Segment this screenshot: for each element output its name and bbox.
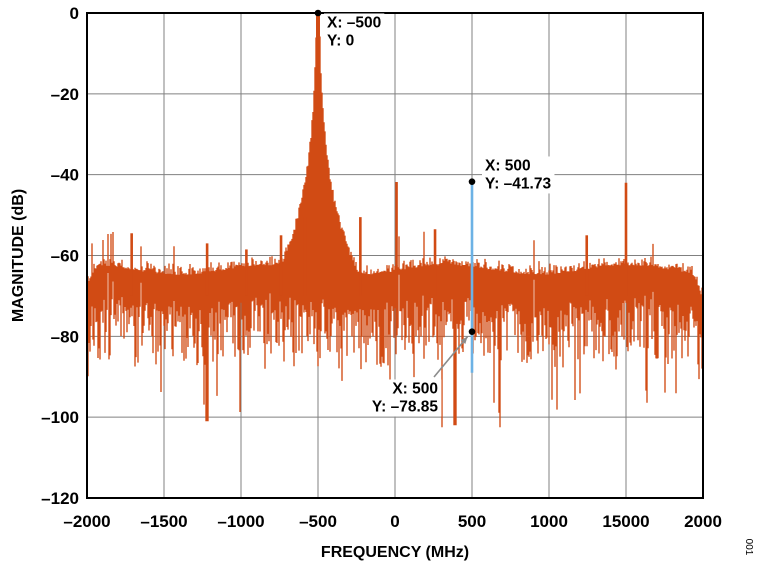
y-tick-label: 0 [70, 4, 79, 23]
plot-frame [86, 12, 704, 499]
x-tick-label: 0 [390, 512, 399, 531]
datatip-label: X: 500 [392, 380, 438, 397]
axes-border [86, 12, 704, 499]
y-tick-label: –40 [51, 166, 79, 185]
x-tick-label: 2000 [684, 512, 722, 531]
y-tick-label: –80 [51, 327, 79, 346]
datatip-marker-dot [468, 328, 476, 335]
datatip-label: Y: 0 [327, 33, 354, 50]
datatip-background [324, 13, 385, 51]
y-axis-label: MAGNITUDE (dB) [10, 189, 27, 322]
datatip-background [368, 379, 442, 417]
tick-labels: –2000 –1500 –1000 –500 0 500 1000 15000 2000 0 –20… [41, 4, 722, 531]
datatip-background [482, 156, 555, 194]
callout-arrowhead [460, 336, 468, 344]
datatip-label: Y: –41.73 [485, 175, 551, 192]
grid-layer [87, 13, 703, 498]
datatip-label: X: 500 [485, 157, 531, 174]
y-tick-label: –60 [51, 247, 79, 266]
y-tick-label: –120 [41, 489, 79, 508]
x-tick-label: –1500 [140, 512, 187, 531]
datatip-marker-dot [314, 9, 322, 17]
x-tick-label: 15000 [602, 512, 649, 531]
x-tick-label: –1000 [217, 512, 264, 531]
x-tick-label: 1000 [530, 512, 568, 531]
y-tick-label: –20 [51, 85, 79, 104]
figure-number: 001 [743, 539, 754, 556]
x-axis-label: FREQUENCY (MHz) [321, 544, 469, 561]
datatip-label: Y: –78.85 [372, 398, 438, 415]
datatip-label: X: –500 [327, 15, 381, 32]
y-tick-label: –100 [41, 408, 79, 427]
callout-arrow [433, 336, 469, 378]
datatip-marker-dot [468, 178, 476, 185]
x-tick-label: –2000 [63, 512, 110, 531]
trace-layer [86, 13, 704, 428]
x-tick-label: –500 [299, 512, 337, 531]
x-tick-label: 500 [458, 512, 486, 531]
